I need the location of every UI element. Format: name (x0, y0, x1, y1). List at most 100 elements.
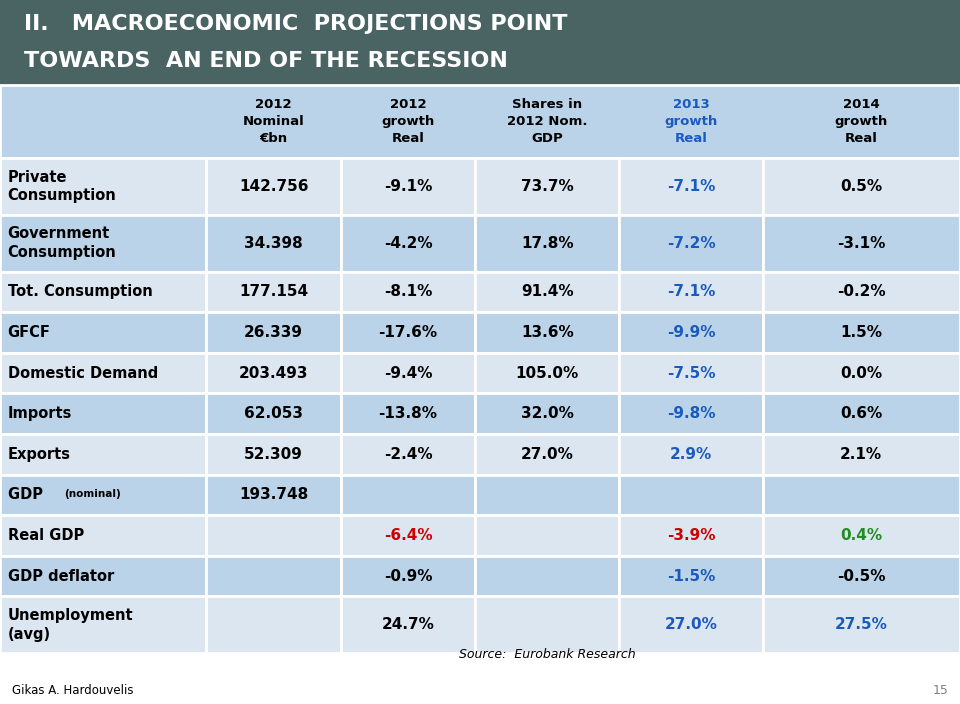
Bar (763, 215, 960, 272)
Text: 26.339: 26.339 (244, 325, 303, 340)
Text: 0.5%: 0.5% (840, 179, 882, 194)
Text: Gikas A. Hardouvelis: Gikas A. Hardouvelis (12, 684, 133, 697)
Text: 17.8%: 17.8% (521, 236, 573, 251)
Bar (0, 353, 206, 394)
Bar (0, 158, 206, 215)
Text: II.   MACROECONOMIC  PROJECTIONS POINT: II. MACROECONOMIC PROJECTIONS POINT (24, 14, 567, 34)
Bar (0, 215, 206, 272)
Text: 73.7%: 73.7% (521, 179, 573, 194)
Text: -1.5%: -1.5% (667, 569, 715, 584)
Text: 0.0%: 0.0% (840, 365, 882, 381)
Text: -2.4%: -2.4% (384, 447, 432, 462)
Bar (475, 556, 619, 596)
Text: 34.398: 34.398 (244, 236, 303, 251)
Text: Real GDP: Real GDP (8, 528, 84, 543)
Bar (619, 353, 763, 394)
Bar (619, 215, 763, 272)
Bar (763, 596, 960, 653)
Text: 193.748: 193.748 (239, 487, 308, 503)
Bar (341, 515, 475, 556)
Text: 142.756: 142.756 (239, 179, 308, 194)
Bar (763, 312, 960, 353)
Text: GDP: GDP (8, 487, 48, 503)
Text: Private
Consumption: Private Consumption (8, 170, 116, 203)
Bar (475, 312, 619, 353)
Bar (341, 272, 475, 312)
Bar (619, 158, 763, 215)
Bar (341, 353, 475, 394)
Text: -9.9%: -9.9% (667, 325, 715, 340)
Bar (475, 515, 619, 556)
Bar (206, 215, 341, 272)
Bar (619, 596, 763, 653)
Text: 62.053: 62.053 (244, 406, 303, 421)
Bar (341, 158, 475, 215)
Bar (341, 394, 475, 434)
Text: -9.1%: -9.1% (384, 179, 432, 194)
Bar (763, 272, 960, 312)
Text: Source:  Eurobank Research: Source: Eurobank Research (459, 648, 636, 660)
Bar (0, 312, 206, 353)
Text: 13.6%: 13.6% (521, 325, 573, 340)
Bar (0, 434, 206, 474)
Bar (206, 434, 341, 474)
Text: Shares in
2012 Nom.
GDP: Shares in 2012 Nom. GDP (507, 98, 588, 145)
Bar (0, 0, 960, 85)
Bar (0, 394, 206, 434)
Text: 52.309: 52.309 (244, 447, 303, 462)
Text: 24.7%: 24.7% (381, 617, 435, 632)
Bar (619, 434, 763, 474)
Bar (0, 596, 206, 653)
Text: GDP deflator: GDP deflator (8, 569, 114, 584)
Text: -17.6%: -17.6% (378, 325, 438, 340)
Text: 2.1%: 2.1% (840, 447, 882, 462)
Text: -0.5%: -0.5% (837, 569, 885, 584)
Text: -4.2%: -4.2% (384, 236, 432, 251)
Bar (619, 474, 763, 515)
Bar (619, 272, 763, 312)
Bar (763, 353, 960, 394)
Bar (475, 215, 619, 272)
Text: 27.0%: 27.0% (520, 447, 574, 462)
Bar (763, 515, 960, 556)
Text: 1.5%: 1.5% (840, 325, 882, 340)
Bar (619, 515, 763, 556)
Text: 2.9%: 2.9% (670, 447, 712, 462)
Text: -13.8%: -13.8% (378, 406, 438, 421)
Text: 32.0%: 32.0% (520, 406, 574, 421)
Text: GFCF: GFCF (8, 325, 51, 340)
Text: Imports: Imports (8, 406, 72, 421)
Bar (763, 394, 960, 434)
Bar (206, 312, 341, 353)
Bar (341, 596, 475, 653)
Text: 27.5%: 27.5% (834, 617, 888, 632)
Bar (206, 158, 341, 215)
Bar (475, 272, 619, 312)
Text: 2014
growth
Real: 2014 growth Real (834, 98, 888, 145)
Text: -6.4%: -6.4% (384, 528, 432, 543)
Text: 0.6%: 0.6% (840, 406, 882, 421)
Bar (763, 556, 960, 596)
Text: 203.493: 203.493 (239, 365, 308, 381)
Text: -7.5%: -7.5% (667, 365, 715, 381)
Bar (206, 353, 341, 394)
Text: 177.154: 177.154 (239, 284, 308, 299)
Bar (206, 515, 341, 556)
Text: -3.1%: -3.1% (837, 236, 885, 251)
Bar (0, 85, 960, 158)
Bar (206, 394, 341, 434)
Text: 91.4%: 91.4% (521, 284, 573, 299)
Bar (475, 474, 619, 515)
Text: 2012
growth
Real: 2012 growth Real (381, 98, 435, 145)
Text: 15: 15 (932, 684, 948, 697)
Bar (619, 556, 763, 596)
Bar (206, 596, 341, 653)
Text: 0.4%: 0.4% (840, 528, 882, 543)
Bar (341, 215, 475, 272)
Bar (475, 353, 619, 394)
Text: -3.9%: -3.9% (667, 528, 715, 543)
Bar (619, 312, 763, 353)
Bar (206, 556, 341, 596)
Bar (763, 434, 960, 474)
Bar (475, 434, 619, 474)
